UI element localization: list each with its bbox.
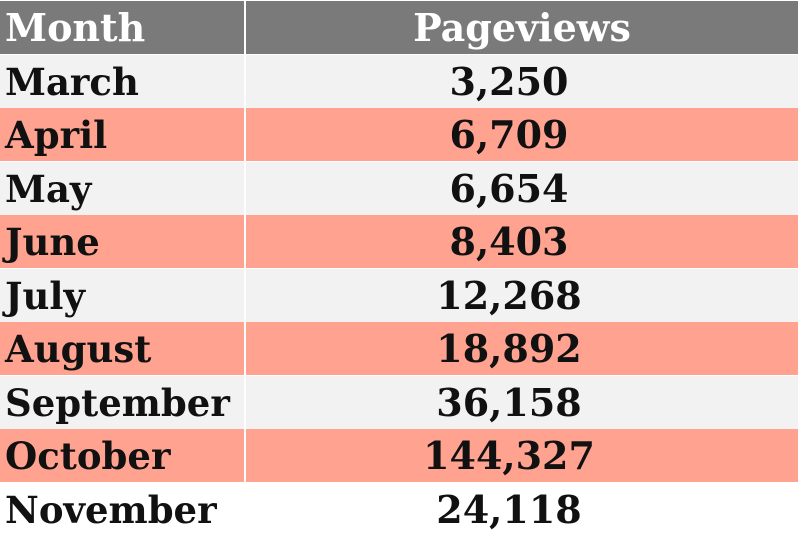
pageviews-cell: 36,158 [246,376,800,429]
header-month: Month [0,1,246,54]
table-row: June 8,403 [0,215,800,268]
table-row: March 3,250 [0,55,800,108]
month-cell: November [0,483,246,536]
table-row: September 36,158 [0,376,800,429]
month-cell: September [0,376,246,429]
table-row: October 144,327 [0,429,800,482]
pageviews-cell: 6,654 [246,162,800,215]
month-cell: March [0,55,246,108]
table-row: August 18,892 [0,322,800,375]
month-cell: May [0,162,246,215]
month-cell: April [0,108,246,161]
table-row: November 24,118 [0,483,800,536]
pageviews-cell: 6,709 [246,108,800,161]
month-cell: June [0,215,246,268]
table-row: April 6,709 [0,108,800,161]
month-cell: October [0,429,246,482]
header-pageviews: Pageviews [246,1,800,54]
pageviews-cell: 144,327 [246,429,800,482]
month-cell: July [0,269,246,322]
pageviews-cell: 18,892 [246,322,800,375]
pageviews-cell: 8,403 [246,215,800,268]
month-cell: August [0,322,246,375]
table-row: May 6,654 [0,162,800,215]
table-header-row: Month Pageviews [0,1,800,54]
table-row: July 12,268 [0,269,800,322]
pageviews-cell: 12,268 [246,269,800,322]
pageviews-cell: 3,250 [246,55,800,108]
pageviews-cell: 24,118 [246,483,800,536]
